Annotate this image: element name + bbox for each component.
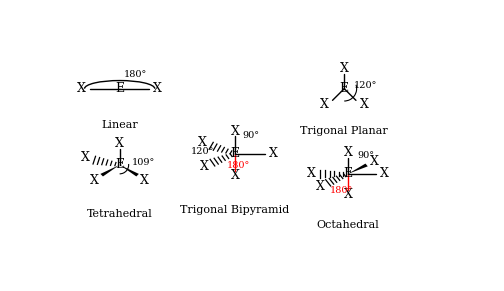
Text: 90°: 90° [243, 131, 260, 140]
Text: X: X [340, 62, 349, 75]
Text: X: X [90, 174, 99, 187]
Text: X: X [230, 169, 239, 182]
Text: 120°: 120° [354, 81, 377, 90]
Text: X: X [77, 82, 86, 95]
Text: Tetrahedral: Tetrahedral [87, 209, 153, 219]
Text: E: E [344, 167, 353, 180]
Text: X: X [316, 180, 325, 193]
Text: X: X [230, 125, 239, 138]
Text: X: X [200, 160, 208, 173]
Text: X: X [269, 147, 278, 160]
Text: Trigonal Bipyramid: Trigonal Bipyramid [180, 205, 289, 215]
Polygon shape [100, 165, 119, 176]
Text: 180°: 180° [123, 70, 147, 79]
Text: X: X [198, 136, 207, 149]
Text: E: E [340, 82, 349, 95]
Text: X: X [140, 174, 149, 187]
Text: X: X [344, 188, 353, 201]
Text: E: E [230, 147, 239, 160]
Text: X: X [370, 155, 379, 168]
Text: 180°: 180° [330, 186, 353, 195]
Text: Linear: Linear [101, 120, 138, 129]
Text: X: X [380, 167, 389, 180]
Text: X: X [153, 82, 162, 95]
Text: 109°: 109° [132, 158, 155, 167]
Text: E: E [115, 82, 124, 95]
Text: E: E [115, 158, 124, 171]
Text: Octahedral: Octahedral [317, 220, 380, 230]
Text: X: X [320, 98, 329, 111]
Text: 120°: 120° [191, 147, 215, 156]
Text: Trigonal Planar: Trigonal Planar [300, 126, 388, 136]
Text: X: X [81, 151, 90, 164]
Text: X: X [344, 146, 353, 159]
Polygon shape [119, 165, 139, 176]
Text: X: X [360, 98, 369, 111]
Text: 90°: 90° [357, 151, 374, 160]
Polygon shape [348, 164, 368, 174]
Text: 180°: 180° [227, 161, 250, 170]
Text: X: X [307, 167, 316, 180]
Text: X: X [115, 137, 124, 150]
